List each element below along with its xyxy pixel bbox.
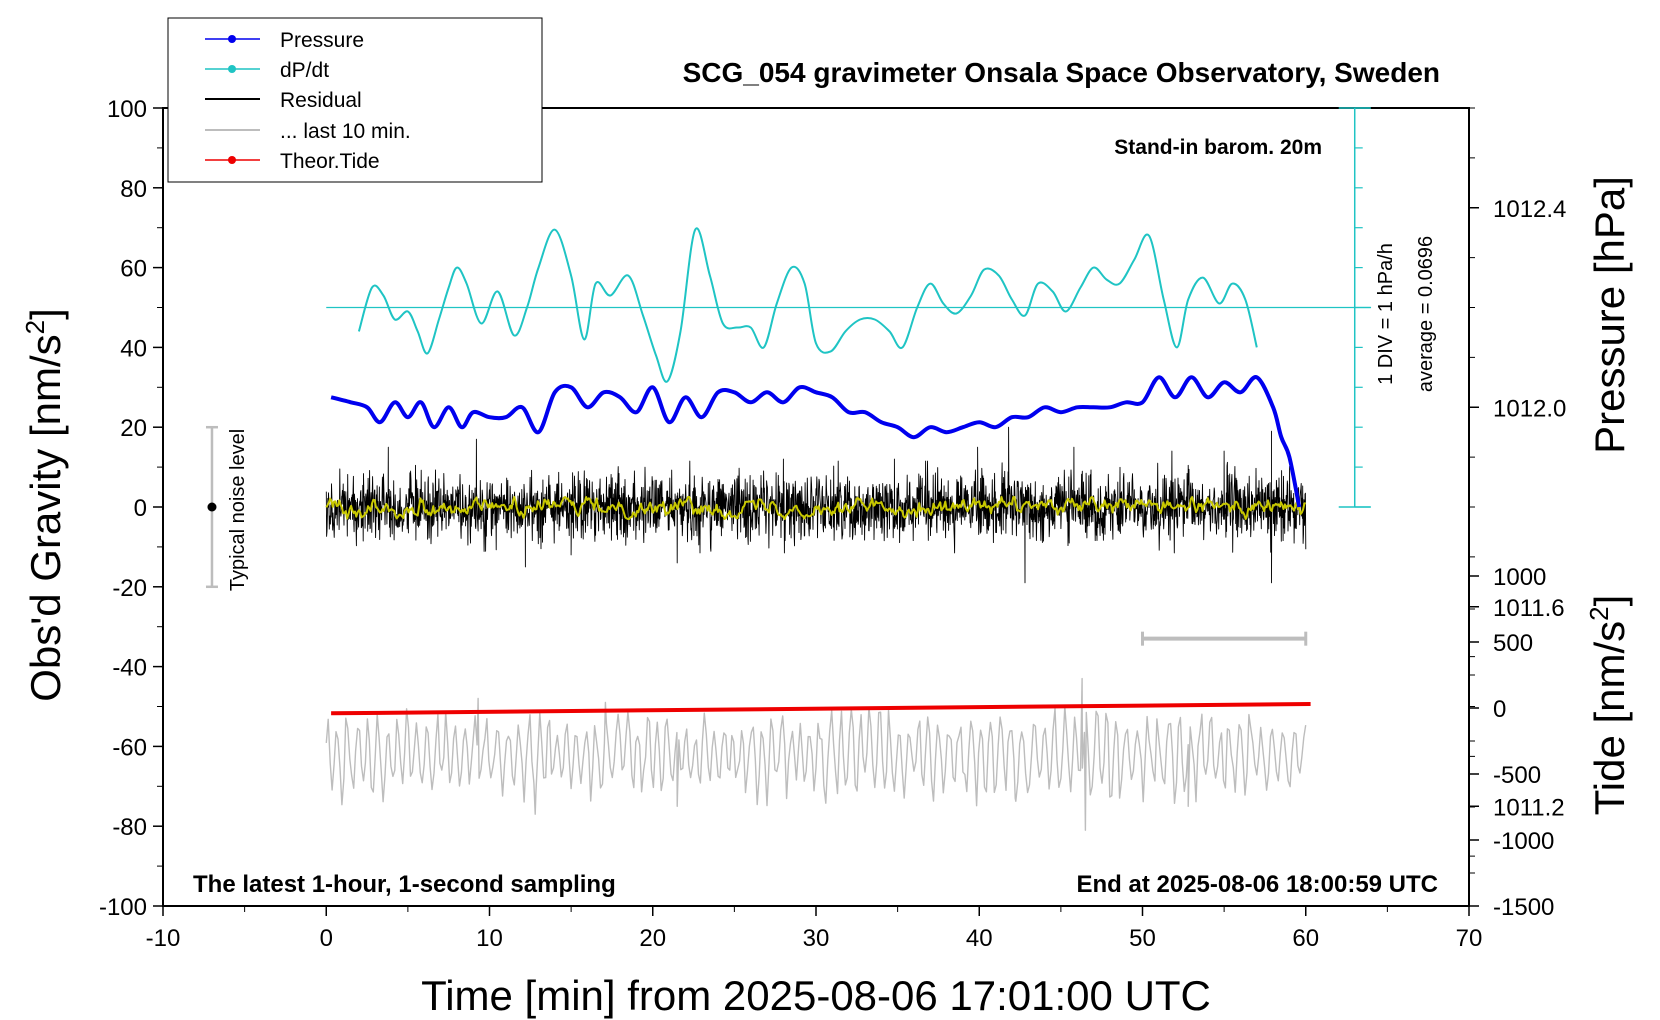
residual-series	[325, 426, 1307, 584]
dpdt-series	[357, 227, 1258, 383]
barometer-label: Stand-in barom. 20m	[1114, 136, 1322, 159]
x-tick-label: 50	[1129, 925, 1156, 952]
annotation-marks	[205, 107, 1372, 646]
y-tick-label: 20	[120, 415, 147, 442]
y-axis-title-sup: 2	[20, 320, 50, 334]
y-axis-title-main: Obs'd Gravity [nm/s	[22, 334, 69, 701]
legend-entry-pressure: Pressure	[205, 29, 364, 52]
x-axis-title: Time [min] from 2025-08-06 17:01:00 UTC	[421, 972, 1211, 1019]
legend-marker-pressure	[228, 35, 236, 43]
y-tick-label: 60	[120, 256, 147, 283]
chart-title: SCG_054 gravimeter Onsala Space Observat…	[683, 57, 1440, 88]
x-tick-label: 30	[803, 925, 830, 952]
last10-series	[325, 677, 1307, 831]
pressure-tick-label: 1011.2	[1493, 794, 1565, 821]
legend-label-dpdt: dP/dt	[280, 59, 329, 82]
legend-entry-dpdt: dP/dt	[205, 59, 329, 82]
pressure-series	[330, 375, 1302, 508]
tide-axis-title-close: ]	[1586, 595, 1633, 607]
residual-smoothed-series	[325, 496, 1306, 520]
y-tick-label: -40	[112, 655, 147, 682]
pressure-line	[330, 375, 1302, 508]
dpdt-line	[357, 227, 1258, 383]
tide-axis-title: Tide [nm/s2]	[1584, 595, 1633, 816]
legend: Pressure dP/dt Residual ... last 10 min.…	[167, 17, 543, 183]
x-tick-label: 70	[1456, 925, 1483, 952]
x-tick-label: 40	[966, 925, 993, 952]
tide-axis-title-sup: 2	[1584, 606, 1614, 620]
y-tick-label: -20	[112, 575, 147, 602]
tide-tick-label: 500	[1493, 630, 1533, 657]
y-tick-label: 80	[120, 176, 147, 203]
theor-tide-series	[331, 702, 1311, 716]
y-tick-label: -100	[99, 894, 147, 921]
pressure-axis-title: Pressure [hPa]	[1586, 176, 1633, 454]
pressure-axis-ticks: 1011.2 1011.6 1012.0 1012.4	[1469, 107, 1566, 907]
noise-bar-center	[207, 502, 217, 512]
legend-entry-last10: ... last 10 min.	[205, 120, 411, 143]
legend-label-tide: Theor.Tide	[280, 150, 380, 173]
y-tick-label: -80	[112, 814, 147, 841]
tide-line	[331, 702, 1311, 716]
y-axis-title: Obs'd Gravity [nm/s2]	[20, 308, 69, 702]
x-tick-label: 60	[1292, 925, 1319, 952]
tide-tick-label: -500	[1493, 762, 1541, 789]
pressure-tick-label: 1012.4	[1493, 196, 1566, 223]
legend-marker-dpdt	[228, 65, 236, 73]
x-axis-ticks: -10 0 10 20 30 40 50 60 70	[146, 906, 1483, 952]
legend-label-pressure: Pressure	[280, 29, 364, 52]
tide-axis-title-main: Tide [nm/s	[1586, 621, 1633, 816]
legend-marker-tide	[228, 156, 236, 164]
legend-entry-residual: Residual	[205, 89, 362, 112]
legend-label-residual: Residual	[280, 89, 362, 112]
y-tick-label: -60	[112, 734, 147, 761]
average-label: average = 0.0696	[1415, 236, 1437, 392]
tide-tick-label: -1500	[1493, 894, 1554, 921]
last10-line	[325, 677, 1307, 831]
div-label: 1 DIV = 1 hPa/h	[1375, 243, 1397, 385]
y-tick-label: 40	[120, 335, 147, 362]
residual-line	[325, 426, 1307, 584]
pressure-tick-label: 1011.6	[1493, 595, 1565, 622]
y-axis-ticks: -100 -80 -60 -40 -20 0 20 40 60 80 100	[99, 96, 163, 921]
x-tick-label: 20	[639, 925, 666, 952]
legend-entry-tide: Theor.Tide	[205, 150, 380, 173]
noise-label: Typical noise level	[227, 429, 249, 591]
y-axis-title-close: ]	[22, 308, 69, 320]
x-tick-label: -10	[146, 925, 181, 952]
bottom-right-label: End at 2025-08-06 18:00:59 UTC	[1077, 871, 1439, 898]
y-tick-label: 100	[107, 96, 147, 123]
residual-smoothed-line	[325, 496, 1306, 520]
tide-tick-label: 0	[1493, 696, 1506, 723]
tide-tick-label: 1000	[1493, 564, 1546, 591]
y-tick-label: 0	[134, 495, 147, 522]
x-tick-label: 0	[320, 925, 333, 952]
legend-label-last10: ... last 10 min.	[280, 120, 411, 143]
tide-axis-ticks: 1000 500 0 -500 -1000 -1500	[1469, 564, 1554, 921]
pressure-tick-label: 1012.0	[1493, 395, 1566, 422]
bottom-left-label: The latest 1-hour, 1-second sampling	[193, 871, 616, 898]
x-tick-label: 10	[476, 925, 503, 952]
tide-tick-label: -1000	[1493, 828, 1554, 855]
